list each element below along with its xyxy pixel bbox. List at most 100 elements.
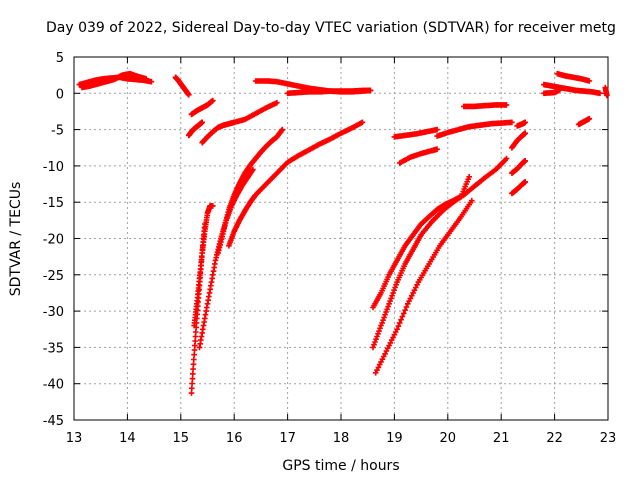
data-point [399,313,406,320]
series-seg20 [461,102,510,110]
x-tick-label: 14 [119,431,136,446]
data-point [586,78,593,84]
series-seg4 [188,97,216,118]
data-point [190,361,197,368]
x-tick-label: 18 [333,431,350,446]
data-point [403,304,410,310]
data-point [394,326,400,333]
data-point [381,314,387,321]
data-point [395,323,402,329]
data-point [604,92,610,99]
data-point [190,371,196,377]
series-seg17 [391,126,440,140]
data-point [188,390,195,396]
data-point [191,356,197,363]
x-tick-label: 17 [279,431,296,446]
data-point [384,306,390,313]
data-point [383,309,389,315]
series-seg19 [434,119,515,139]
series-seg29 [602,84,610,99]
data-point [359,119,366,126]
data-point [279,126,286,133]
series-seg11 [196,166,256,351]
data-point [189,375,196,382]
y-tick-label: -15 [43,196,64,211]
data-point [385,303,391,310]
data-point [557,86,563,93]
data-point [370,344,376,351]
chart-title: Day 039 of 2022, Sidereal Day-to-day VTE… [46,20,616,36]
y-tick-label: -20 [43,233,64,248]
series-seg22 [509,158,528,176]
y-tick-label: -25 [43,269,64,284]
data-point [375,331,381,337]
data-point [503,102,510,108]
y-tick-label: -30 [43,305,64,320]
data-point [392,284,398,291]
series-seg6 [199,99,280,146]
series-seg14 [370,174,472,311]
data-point [522,158,528,164]
data-point [503,155,510,162]
data-point [387,298,393,304]
x-axis-tick-labels: 13 14 15 16 17 18 19 20 21 22 23 [66,431,617,446]
grid-lines [74,57,608,420]
series-seg27 [554,70,593,84]
data-point [210,203,216,209]
data-point [466,174,472,180]
data-point [367,87,374,94]
data-point [373,336,379,342]
data-point [186,92,192,98]
series-seg10 [191,203,216,329]
data-point [434,126,440,133]
data-point [393,282,399,288]
data-point [190,366,196,372]
data-point [398,316,404,323]
series-seg2 [79,70,149,91]
y-tick-label: -40 [43,378,64,393]
data-point [388,295,394,302]
series-seg12 [215,126,286,256]
series-seg24 [509,179,528,197]
data-point [597,90,603,97]
data-point [469,197,475,204]
data-point [199,119,205,126]
data-point [396,320,403,326]
series-seg8 [284,87,374,97]
data-point [371,341,377,348]
x-tick-label: 20 [440,431,457,446]
series-seg16 [372,197,475,376]
data-point [372,339,378,345]
series-seg5 [186,119,205,139]
x-tick-label: 15 [173,431,190,446]
series-seg13 [226,119,366,249]
data-points [76,70,610,396]
series-seg18 [396,146,440,166]
x-tick-label: 22 [546,431,563,446]
series-seg15 [370,155,510,351]
y-tick-label: -10 [43,160,64,175]
data-point [522,119,528,126]
x-tick-label: 21 [493,431,510,446]
data-point [390,290,396,296]
series-seg26 [541,86,563,97]
series-seg3 [172,74,192,98]
data-point [522,130,528,136]
data-point [386,301,392,307]
data-point [586,115,593,122]
data-point [389,292,395,299]
data-point [250,166,256,173]
y-tick-label: -35 [43,341,64,356]
data-point [148,78,155,85]
data-point [434,146,440,152]
y-tick-label: 5 [56,51,64,66]
y-axis-label: SDTVAR / TECUs [8,182,24,297]
series-seg21 [509,130,528,151]
data-point [402,307,408,313]
y-tick-label: -5 [51,124,64,139]
data-point [143,76,149,82]
y-tick-label: -45 [43,414,64,429]
y-tick-label: 0 [56,87,64,102]
data-point [380,317,386,323]
